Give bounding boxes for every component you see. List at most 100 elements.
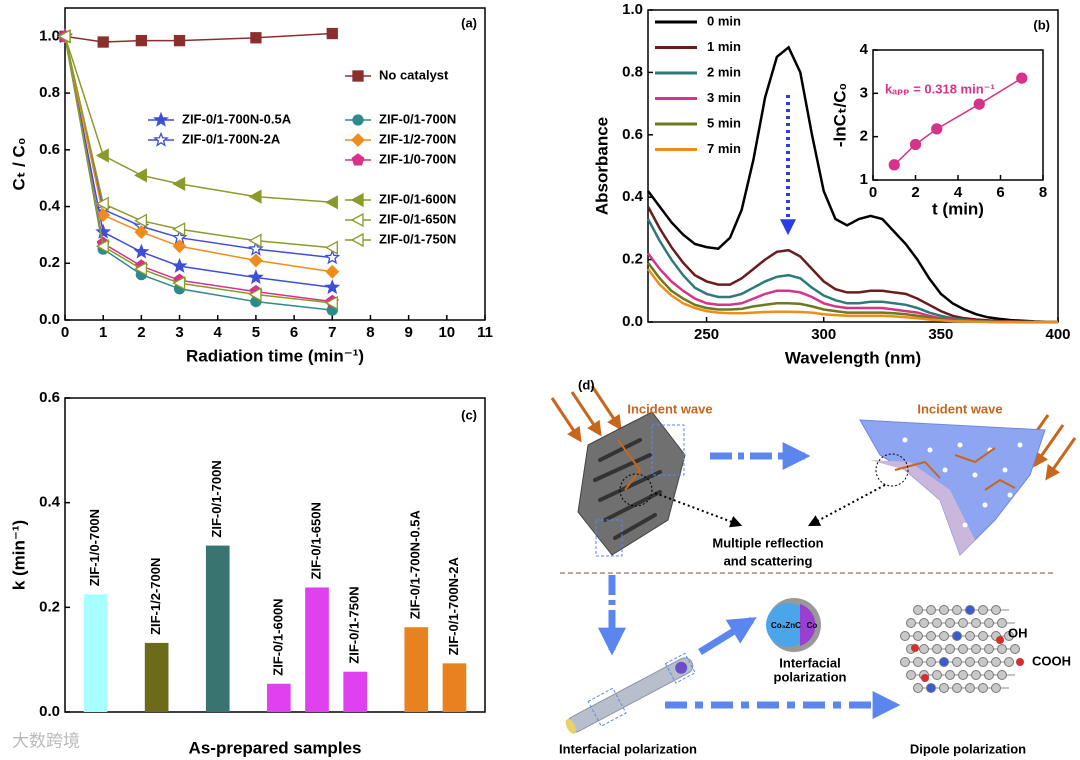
atom	[906, 670, 916, 680]
marker	[171, 257, 188, 273]
label: Co	[807, 621, 818, 630]
marker	[248, 287, 262, 302]
y-tick-label: 0.4	[622, 188, 644, 205]
marker	[95, 148, 109, 163]
y-tick-label: 0.4	[39, 198, 61, 215]
x-tick-label: 6	[996, 184, 1004, 201]
label: Interfacial	[779, 655, 840, 670]
marker	[248, 269, 264, 285]
series-line	[647, 45, 1059, 324]
plot-frame	[647, 9, 1059, 323]
plot-frame	[64, 7, 486, 321]
atom	[939, 631, 949, 641]
atom	[952, 657, 962, 667]
atom	[958, 618, 968, 628]
y-tick-label: 4	[860, 41, 869, 58]
core-shell	[766, 598, 821, 652]
atom	[1010, 644, 1020, 654]
legend-label: 3 min	[707, 90, 741, 105]
atom	[997, 670, 1007, 680]
y-tick-label: 0.6	[622, 126, 643, 143]
atom	[913, 605, 923, 615]
focus-circle	[875, 453, 909, 487]
marker	[324, 195, 338, 210]
marker	[250, 32, 262, 44]
atom	[978, 605, 988, 615]
series-line	[647, 268, 1058, 324]
bar	[305, 587, 329, 712]
bar-label: ZIF-0/1-600N	[270, 598, 285, 675]
atom	[900, 631, 910, 641]
x-axis-label: Radiation time (min⁻¹)	[186, 346, 364, 365]
atom	[952, 631, 962, 641]
atom	[932, 670, 942, 680]
series-line	[64, 36, 333, 273]
marker	[324, 249, 341, 265]
marker	[325, 264, 340, 279]
atom	[971, 644, 981, 654]
label: Interfacial polarization	[559, 741, 697, 756]
x-tick-label: 6	[290, 324, 298, 341]
atom	[952, 605, 962, 615]
sheet-pores	[902, 437, 1023, 528]
label: Incident wave	[627, 401, 712, 416]
atom	[965, 605, 975, 615]
legend-label: ZIF-1/2-700N	[379, 131, 456, 146]
marker	[134, 168, 148, 183]
atom	[945, 644, 955, 654]
sheet	[859, 419, 1046, 556]
legend-label: ZIF-0/1-750N	[379, 231, 456, 246]
legend-label: ZIF-0/1-650N	[379, 211, 456, 226]
marker	[351, 153, 365, 166]
legend-label: ZIF-1/0-700N	[379, 151, 456, 166]
y-tick-label: 0.2	[39, 254, 60, 271]
y-tick-label: 0.0	[39, 311, 60, 328]
atom	[978, 631, 988, 641]
series-line	[64, 36, 333, 204]
bar-label: ZIF-0/1-750N	[347, 586, 362, 663]
marker	[350, 192, 364, 208]
panel-label: (c)	[461, 407, 477, 422]
x-tick-label: 8	[366, 324, 374, 341]
panel-label: (b)	[1033, 17, 1050, 32]
reflection-path	[617, 439, 642, 491]
x-axis-label: Wavelength (nm)	[785, 348, 921, 367]
arrow	[698, 617, 757, 655]
bar	[404, 627, 429, 712]
marker	[352, 114, 364, 126]
atom	[965, 631, 975, 641]
pointer	[807, 484, 886, 527]
atom	[945, 618, 955, 628]
marker	[95, 196, 109, 211]
x-tick-label: 11	[477, 324, 493, 341]
marker	[172, 176, 186, 191]
atom	[919, 618, 929, 628]
atom	[913, 657, 923, 667]
marker	[97, 36, 109, 48]
marker	[134, 213, 148, 228]
y-tick-label: 0.6	[39, 141, 60, 158]
atom	[932, 644, 942, 654]
marker	[153, 111, 169, 127]
x-tick-label: 7	[328, 324, 336, 341]
atom	[996, 636, 1004, 644]
y-tick-label: 3	[860, 84, 868, 101]
bar-label: ZIF-0/1-700N-0.5A	[408, 510, 423, 620]
wave-arrows-left	[550, 385, 622, 443]
atom	[939, 657, 949, 667]
focus-circle	[619, 473, 653, 507]
atom	[939, 683, 949, 693]
marker	[324, 240, 338, 255]
legend-label: No catalyst	[379, 67, 449, 82]
bar-label: ZIF-0/1-700N	[209, 460, 224, 537]
marker	[248, 253, 263, 268]
series-line	[64, 36, 333, 303]
x-tick-label: 3	[175, 324, 183, 341]
x-tick-label: 2	[911, 184, 919, 201]
marker	[350, 212, 364, 228]
marker	[326, 27, 338, 40]
y-tick-label: 1.0	[622, 1, 643, 18]
x-tick-label: 0	[61, 324, 69, 341]
x-tick-label: 300	[811, 326, 836, 343]
